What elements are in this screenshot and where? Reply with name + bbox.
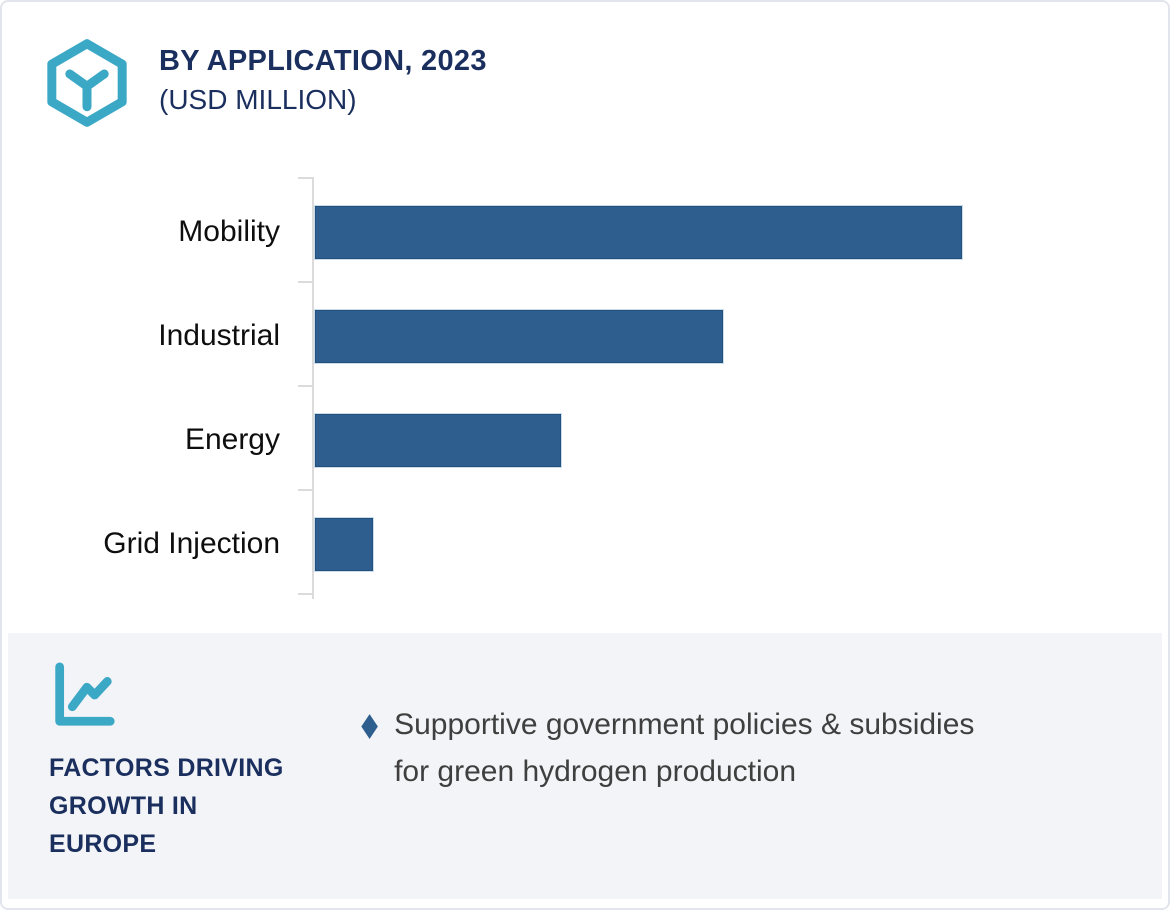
y-axis-line	[312, 177, 314, 599]
chart-row-energy: Energy	[2, 388, 1168, 492]
line-chart-icon	[55, 662, 115, 726]
hexagon-cube-icon	[47, 39, 127, 127]
chart-row-industrial: Industrial	[2, 284, 1168, 388]
bar-area	[294, 308, 1168, 364]
chart-row-grid-injection: Grid Injection	[2, 492, 1168, 596]
axis-tick	[298, 281, 312, 283]
factors-panel: FACTORS DRIVING GROWTH IN EUROPE ◆ Suppo…	[8, 633, 1162, 899]
category-label-energy: Energy	[184, 423, 280, 456]
bar-area	[294, 516, 1168, 572]
chart-header: BY APPLICATION, 2023 (USD MILLION)	[159, 44, 487, 117]
bar-area	[294, 204, 1168, 260]
axis-tick	[298, 593, 312, 595]
factors-heading: FACTORS DRIVING GROWTH IN EUROPE	[49, 754, 284, 858]
axis-layer	[2, 177, 1168, 599]
bar-area	[294, 412, 1168, 468]
axis-tick	[298, 489, 312, 491]
chart-row-mobility: Mobility	[2, 180, 1168, 284]
bar-industrial	[314, 308, 724, 364]
category-label-grid-injection: Grid Injection	[103, 527, 280, 560]
factor-bullet-item: ◆ Supportive government policies & subsi…	[358, 701, 974, 795]
bar-chart: Mobility Industrial Energy Grid Injection	[2, 177, 1168, 599]
diamond-bullet-icon: ◆	[361, 706, 378, 743]
factor-bullet-text: Supportive government policies & subsidi…	[394, 708, 975, 788]
category-label-mobility: Mobility	[178, 215, 280, 248]
chart-subtitle: (USD MILLION)	[159, 84, 357, 115]
bar-grid-injection	[313, 516, 375, 572]
category-label-industrial: Industrial	[158, 319, 280, 352]
bar-energy	[314, 412, 562, 468]
bar-plot: Mobility Industrial Energy Grid Injection	[2, 180, 1168, 596]
axis-tick	[298, 177, 312, 179]
bar-mobility	[314, 204, 963, 260]
axis-tick	[298, 385, 312, 387]
chart-title: BY APPLICATION, 2023	[159, 45, 487, 77]
